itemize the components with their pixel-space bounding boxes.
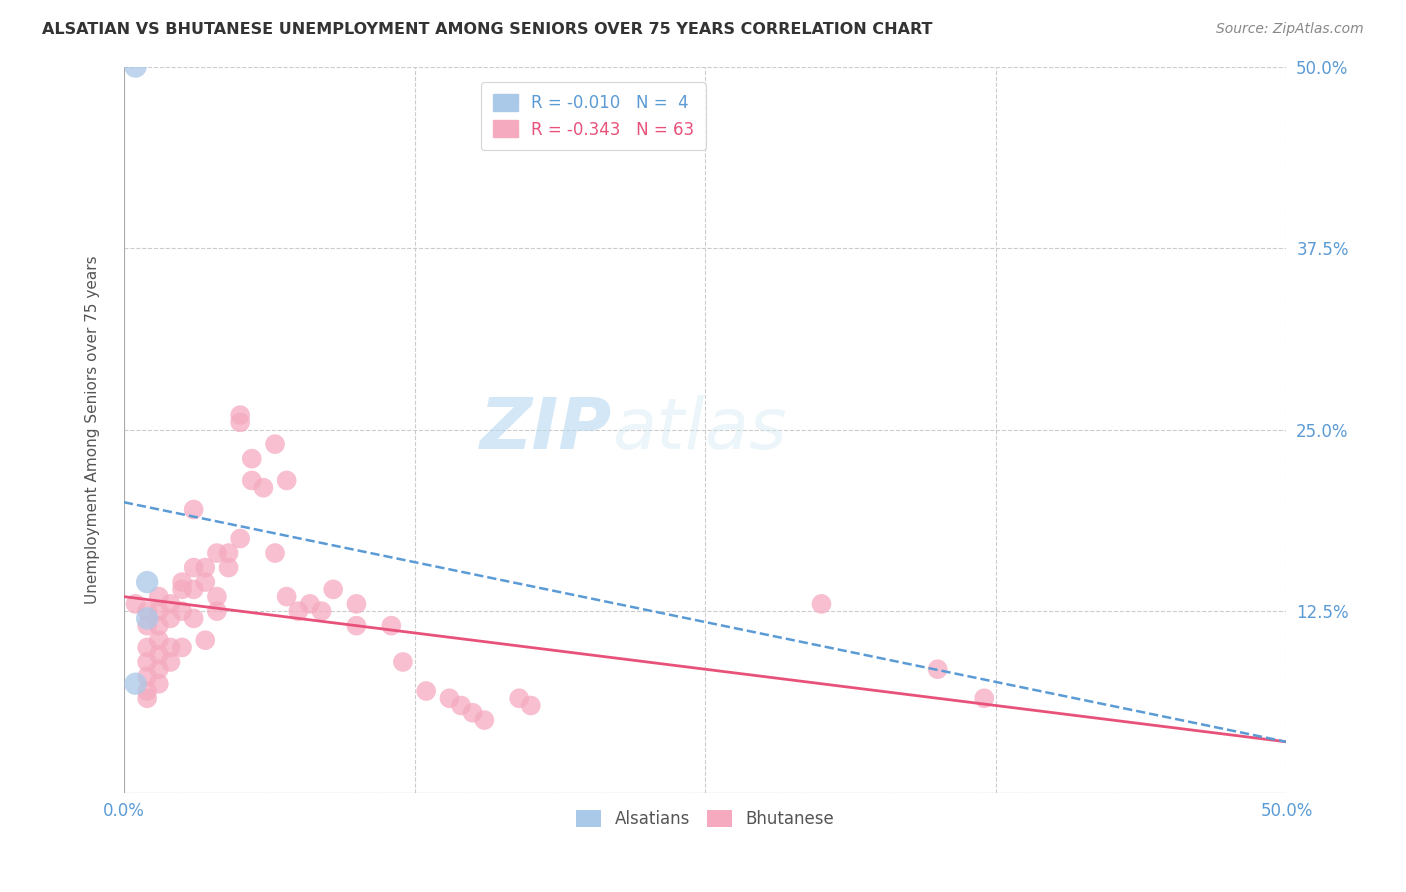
Point bbox=[148, 618, 170, 632]
Point bbox=[136, 618, 159, 632]
Point bbox=[450, 698, 472, 713]
Point bbox=[194, 633, 217, 648]
Point bbox=[810, 597, 832, 611]
Point bbox=[124, 677, 146, 691]
Point bbox=[218, 560, 240, 574]
Text: atlas: atlas bbox=[612, 395, 787, 464]
Point bbox=[148, 633, 170, 648]
Point bbox=[148, 662, 170, 676]
Point bbox=[287, 604, 309, 618]
Point bbox=[229, 408, 252, 422]
Point bbox=[148, 590, 170, 604]
Point bbox=[159, 597, 181, 611]
Point bbox=[218, 546, 240, 560]
Point bbox=[276, 590, 298, 604]
Point bbox=[170, 582, 193, 597]
Point bbox=[159, 655, 181, 669]
Text: ZIP: ZIP bbox=[479, 395, 612, 464]
Point bbox=[229, 416, 252, 430]
Point bbox=[461, 706, 484, 720]
Point bbox=[205, 590, 228, 604]
Point bbox=[148, 648, 170, 662]
Point bbox=[124, 60, 146, 74]
Point bbox=[240, 451, 263, 466]
Point bbox=[194, 560, 217, 574]
Point bbox=[124, 597, 146, 611]
Point bbox=[183, 582, 205, 597]
Point bbox=[322, 582, 344, 597]
Point bbox=[264, 437, 287, 451]
Point bbox=[927, 662, 949, 676]
Point bbox=[205, 604, 228, 618]
Y-axis label: Unemployment Among Seniors over 75 years: Unemployment Among Seniors over 75 years bbox=[86, 255, 100, 604]
Point bbox=[183, 611, 205, 625]
Point bbox=[170, 604, 193, 618]
Point bbox=[170, 640, 193, 655]
Point bbox=[311, 604, 333, 618]
Point bbox=[508, 691, 530, 706]
Point bbox=[346, 618, 368, 632]
Point bbox=[392, 655, 415, 669]
Point bbox=[148, 677, 170, 691]
Point bbox=[520, 698, 543, 713]
Point bbox=[205, 546, 228, 560]
Point bbox=[346, 597, 368, 611]
Point bbox=[159, 611, 181, 625]
Point bbox=[159, 640, 181, 655]
Point bbox=[136, 684, 159, 698]
Point bbox=[252, 481, 274, 495]
Point bbox=[148, 604, 170, 618]
Point bbox=[136, 640, 159, 655]
Point bbox=[194, 575, 217, 590]
Text: Source: ZipAtlas.com: Source: ZipAtlas.com bbox=[1216, 22, 1364, 37]
Point bbox=[472, 713, 495, 727]
Point bbox=[973, 691, 995, 706]
Point bbox=[136, 604, 159, 618]
Point bbox=[183, 560, 205, 574]
Point bbox=[415, 684, 437, 698]
Point bbox=[136, 669, 159, 683]
Point bbox=[136, 691, 159, 706]
Text: ALSATIAN VS BHUTANESE UNEMPLOYMENT AMONG SENIORS OVER 75 YEARS CORRELATION CHART: ALSATIAN VS BHUTANESE UNEMPLOYMENT AMONG… bbox=[42, 22, 932, 37]
Point bbox=[439, 691, 461, 706]
Point bbox=[170, 575, 193, 590]
Point bbox=[240, 474, 263, 488]
Point bbox=[229, 532, 252, 546]
Legend: Alsatians, Bhutanese: Alsatians, Bhutanese bbox=[569, 804, 841, 835]
Point bbox=[136, 655, 159, 669]
Point bbox=[136, 611, 159, 625]
Point bbox=[264, 546, 287, 560]
Point bbox=[183, 502, 205, 516]
Point bbox=[136, 575, 159, 590]
Point bbox=[298, 597, 321, 611]
Point bbox=[380, 618, 402, 632]
Point bbox=[276, 474, 298, 488]
